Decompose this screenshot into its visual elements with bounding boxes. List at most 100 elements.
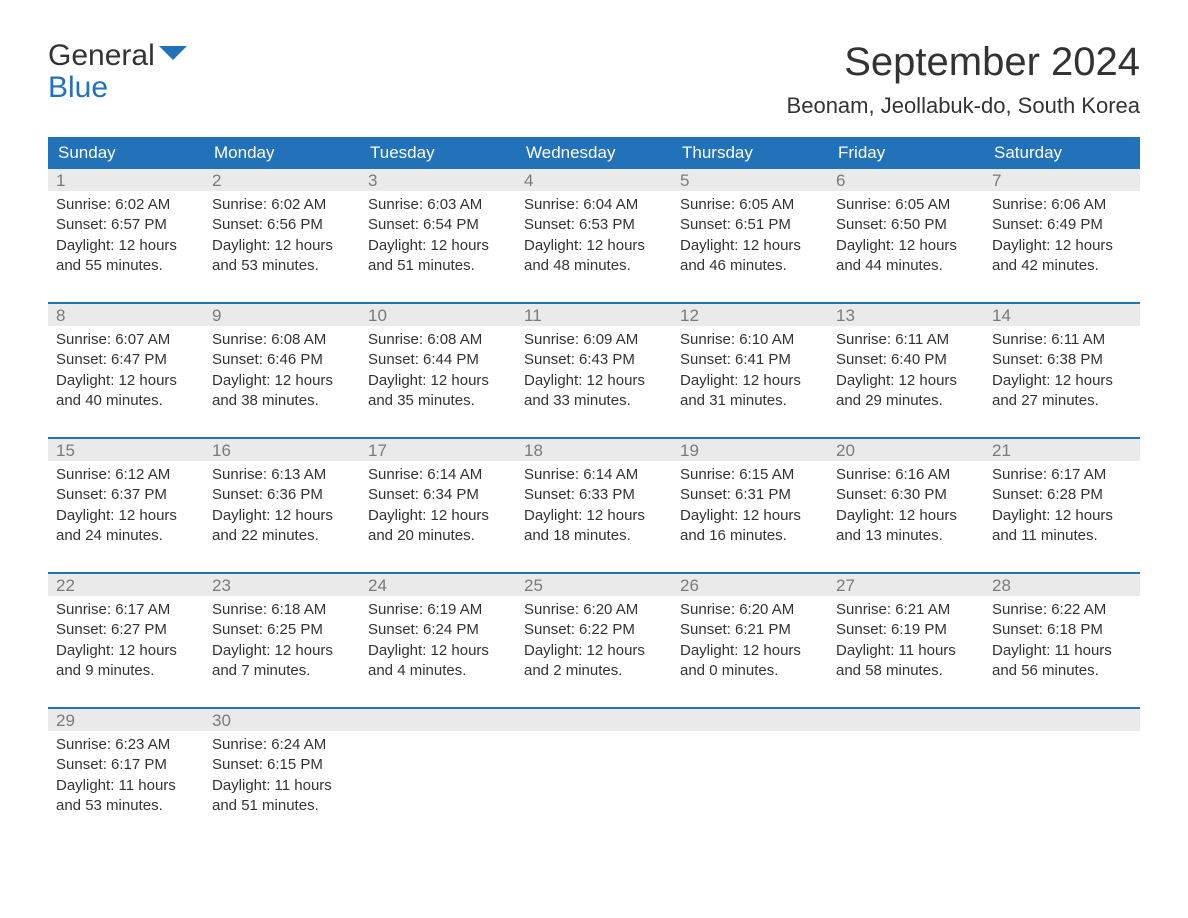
sunset-text: Sunset: 6:28 PM [992,485,1132,505]
daylight-text: Daylight: 12 hours and 46 minutes. [680,236,820,277]
day-number: 21 [984,439,1140,461]
sunrise-text: Sunrise: 6:11 AM [992,330,1132,350]
day-number: 5 [672,169,828,191]
daylight-text: Daylight: 12 hours and 2 minutes. [524,641,664,682]
day-cell: Sunrise: 6:22 AMSunset: 6:18 PMDaylight:… [984,596,1140,689]
day-cell: Sunrise: 6:12 AMSunset: 6:37 PMDaylight:… [48,461,204,554]
brand-word-2: Blue [48,72,108,104]
daylight-text: Daylight: 12 hours and 7 minutes. [212,641,352,682]
day-number: 7 [984,169,1140,191]
dow-sunday: Sunday [48,137,204,169]
day-cell: Sunrise: 6:18 AMSunset: 6:25 PMDaylight:… [204,596,360,689]
daybody-row: Sunrise: 6:07 AMSunset: 6:47 PMDaylight:… [48,326,1140,419]
day-cell: Sunrise: 6:09 AMSunset: 6:43 PMDaylight:… [516,326,672,419]
sunrise-text: Sunrise: 6:14 AM [524,465,664,485]
sunrise-text: Sunrise: 6:10 AM [680,330,820,350]
day-number: 19 [672,439,828,461]
day-cell: Sunrise: 6:02 AMSunset: 6:56 PMDaylight:… [204,191,360,284]
day-number: 23 [204,574,360,596]
daylight-text: Daylight: 12 hours and 48 minutes. [524,236,664,277]
daylight-text: Daylight: 12 hours and 11 minutes. [992,506,1132,547]
daylight-text: Daylight: 12 hours and 51 minutes. [368,236,508,277]
daybody-row: Sunrise: 6:12 AMSunset: 6:37 PMDaylight:… [48,461,1140,554]
sunset-text: Sunset: 6:15 PM [212,755,352,775]
daybody-row: Sunrise: 6:17 AMSunset: 6:27 PMDaylight:… [48,596,1140,689]
day-cell: Sunrise: 6:03 AMSunset: 6:54 PMDaylight:… [360,191,516,284]
sunset-text: Sunset: 6:24 PM [368,620,508,640]
day-cell: Sunrise: 6:08 AMSunset: 6:44 PMDaylight:… [360,326,516,419]
sunset-text: Sunset: 6:53 PM [524,215,664,235]
daylight-text: Daylight: 11 hours and 51 minutes. [212,776,352,817]
day-number: 3 [360,169,516,191]
day-cell: Sunrise: 6:06 AMSunset: 6:49 PMDaylight:… [984,191,1140,284]
daylight-text: Daylight: 12 hours and 20 minutes. [368,506,508,547]
day-number: 20 [828,439,984,461]
day-cell: Sunrise: 6:20 AMSunset: 6:22 PMDaylight:… [516,596,672,689]
sunset-text: Sunset: 6:30 PM [836,485,976,505]
sunset-text: Sunset: 6:46 PM [212,350,352,370]
daylight-text: Daylight: 12 hours and 44 minutes. [836,236,976,277]
day-number: 8 [48,304,204,326]
dow-thursday: Thursday [672,137,828,169]
sunrise-text: Sunrise: 6:23 AM [56,735,196,755]
day-cell [672,731,828,824]
daylight-text: Daylight: 12 hours and 18 minutes. [524,506,664,547]
sunset-text: Sunset: 6:49 PM [992,215,1132,235]
dow-friday: Friday [828,137,984,169]
day-cell [828,731,984,824]
daylight-text: Daylight: 12 hours and 33 minutes. [524,371,664,412]
daylight-text: Daylight: 12 hours and 42 minutes. [992,236,1132,277]
day-number: 13 [828,304,984,326]
daylight-text: Daylight: 12 hours and 31 minutes. [680,371,820,412]
sunset-text: Sunset: 6:19 PM [836,620,976,640]
daybody-row: Sunrise: 6:02 AMSunset: 6:57 PMDaylight:… [48,191,1140,284]
daylight-text: Daylight: 12 hours and 0 minutes. [680,641,820,682]
day-number [984,709,1140,731]
sunset-text: Sunset: 6:36 PM [212,485,352,505]
daylight-text: Daylight: 12 hours and 27 minutes. [992,371,1132,412]
week-row: 15161718192021Sunrise: 6:12 AMSunset: 6:… [48,437,1140,554]
brand-logo: General Blue [48,40,187,103]
dow-tuesday: Tuesday [360,137,516,169]
daylight-text: Daylight: 12 hours and 55 minutes. [56,236,196,277]
day-cell: Sunrise: 6:11 AMSunset: 6:38 PMDaylight:… [984,326,1140,419]
daylight-text: Daylight: 12 hours and 35 minutes. [368,371,508,412]
sunset-text: Sunset: 6:38 PM [992,350,1132,370]
daynum-row: 22232425262728 [48,574,1140,596]
day-cell [360,731,516,824]
sunset-text: Sunset: 6:18 PM [992,620,1132,640]
day-number: 16 [204,439,360,461]
brand-word-1: General [48,40,155,72]
day-number: 28 [984,574,1140,596]
day-cell [516,731,672,824]
day-cell: Sunrise: 6:14 AMSunset: 6:34 PMDaylight:… [360,461,516,554]
sunrise-text: Sunrise: 6:15 AM [680,465,820,485]
day-number: 12 [672,304,828,326]
sunset-text: Sunset: 6:54 PM [368,215,508,235]
daylight-text: Daylight: 11 hours and 58 minutes. [836,641,976,682]
day-cell: Sunrise: 6:16 AMSunset: 6:30 PMDaylight:… [828,461,984,554]
day-cell: Sunrise: 6:05 AMSunset: 6:50 PMDaylight:… [828,191,984,284]
sunrise-text: Sunrise: 6:09 AM [524,330,664,350]
sunrise-text: Sunrise: 6:02 AM [212,195,352,215]
sunrise-text: Sunrise: 6:08 AM [368,330,508,350]
day-cell: Sunrise: 6:24 AMSunset: 6:15 PMDaylight:… [204,731,360,824]
day-cell: Sunrise: 6:13 AMSunset: 6:36 PMDaylight:… [204,461,360,554]
day-number: 10 [360,304,516,326]
sunrise-text: Sunrise: 6:21 AM [836,600,976,620]
day-cell: Sunrise: 6:07 AMSunset: 6:47 PMDaylight:… [48,326,204,419]
sunset-text: Sunset: 6:22 PM [524,620,664,640]
day-cell: Sunrise: 6:15 AMSunset: 6:31 PMDaylight:… [672,461,828,554]
daylight-text: Daylight: 11 hours and 53 minutes. [56,776,196,817]
day-number: 2 [204,169,360,191]
daynum-row: 891011121314 [48,304,1140,326]
day-cell: Sunrise: 6:21 AMSunset: 6:19 PMDaylight:… [828,596,984,689]
week-row: 891011121314Sunrise: 6:07 AMSunset: 6:47… [48,302,1140,419]
day-cell: Sunrise: 6:04 AMSunset: 6:53 PMDaylight:… [516,191,672,284]
day-cell [984,731,1140,824]
day-of-week-header: Sunday Monday Tuesday Wednesday Thursday… [48,137,1140,169]
flag-icon [159,46,187,66]
day-cell: Sunrise: 6:05 AMSunset: 6:51 PMDaylight:… [672,191,828,284]
day-number [360,709,516,731]
header: General Blue September 2024 Beonam, Jeol… [48,40,1140,119]
